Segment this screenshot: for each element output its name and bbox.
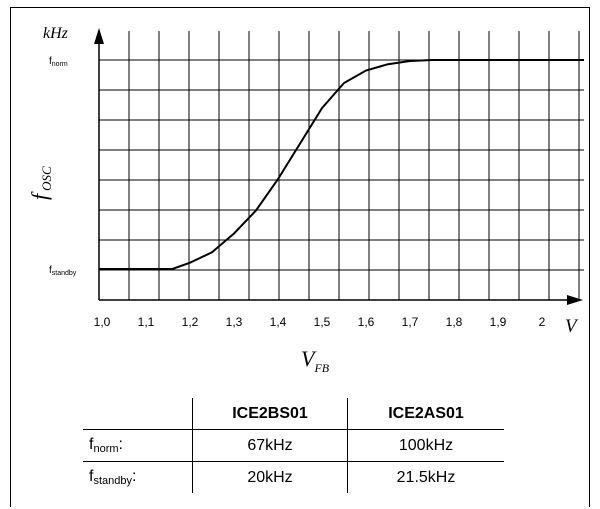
x-axis-label: VFB	[301, 346, 330, 375]
table-header-ice2bs01: ICE2BS01	[192, 398, 348, 430]
table-header-empty	[83, 398, 193, 430]
row-label-fnorm: fnorm:	[83, 429, 193, 462]
row-label-fstandby: fstandby:	[89, 468, 137, 487]
x-axis-arrow	[567, 295, 583, 305]
x-tick-label: 1,3	[226, 315, 243, 329]
x-tick-label: 1,1	[138, 315, 155, 329]
chart-axes	[94, 28, 583, 305]
x-tick-label: 1,9	[490, 315, 507, 329]
table-row: fstandby: 20kHz 21.5kHz	[83, 461, 504, 493]
x-tick-label: 1,7	[402, 315, 419, 329]
table-header-ice2as01: ICE2AS01	[347, 398, 504, 430]
cell-fnorm-ice2as01: 100kHz	[347, 429, 504, 462]
x-tick-label: 1,2	[182, 315, 199, 329]
cell-fnorm-ice2bs01: 67kHz	[192, 429, 348, 462]
chart-plot: 1,0 1,1 1,2 1,3 1,4 1,5 1,6 1,7 1,8 1,9 2 fnorm fst…	[27, 25, 584, 375]
x-tick-label: 1,5	[314, 315, 331, 329]
x-tick-label: 1,8	[446, 315, 463, 329]
x-unit-label: V	[565, 316, 579, 337]
y-unit-label: kHz	[43, 25, 69, 42]
table-header-row: ICE2BS01 ICE2AS01	[83, 398, 504, 430]
y-axis-label: fOSC	[27, 166, 54, 200]
cell-fstandby-ice2bs01: 20kHz	[192, 461, 348, 493]
x-tick-label: 2	[539, 315, 546, 329]
chart-grid	[99, 31, 584, 300]
cell-fstandby-ice2as01: 21.5kHz	[347, 461, 504, 493]
x-tick-labels: 1,0 1,1 1,2 1,3 1,4 1,5 1,6 1,7 1,8 1,9 2	[94, 315, 546, 329]
y-tick-label: fstandby	[49, 265, 77, 277]
y-tick-label: fnorm	[49, 56, 68, 68]
spec-table: ICE2BS01 ICE2AS01 fnorm: 67kHz 100kHz fs…	[83, 398, 504, 493]
x-tick-label: 1,4	[270, 315, 287, 329]
table-row: fnorm: 67kHz 100kHz	[83, 429, 504, 462]
figure-frame: 1,0 1,1 1,2 1,3 1,4 1,5 1,6 1,7 1,8 1,9 2 fnorm fst…	[10, 7, 590, 507]
y-axis-arrow	[94, 28, 104, 44]
series-line	[99, 59, 584, 270]
x-tick-label: 1,0	[94, 315, 111, 329]
y-tick-labels: fnorm fstandby	[49, 56, 77, 277]
x-tick-label: 1,6	[358, 315, 375, 329]
